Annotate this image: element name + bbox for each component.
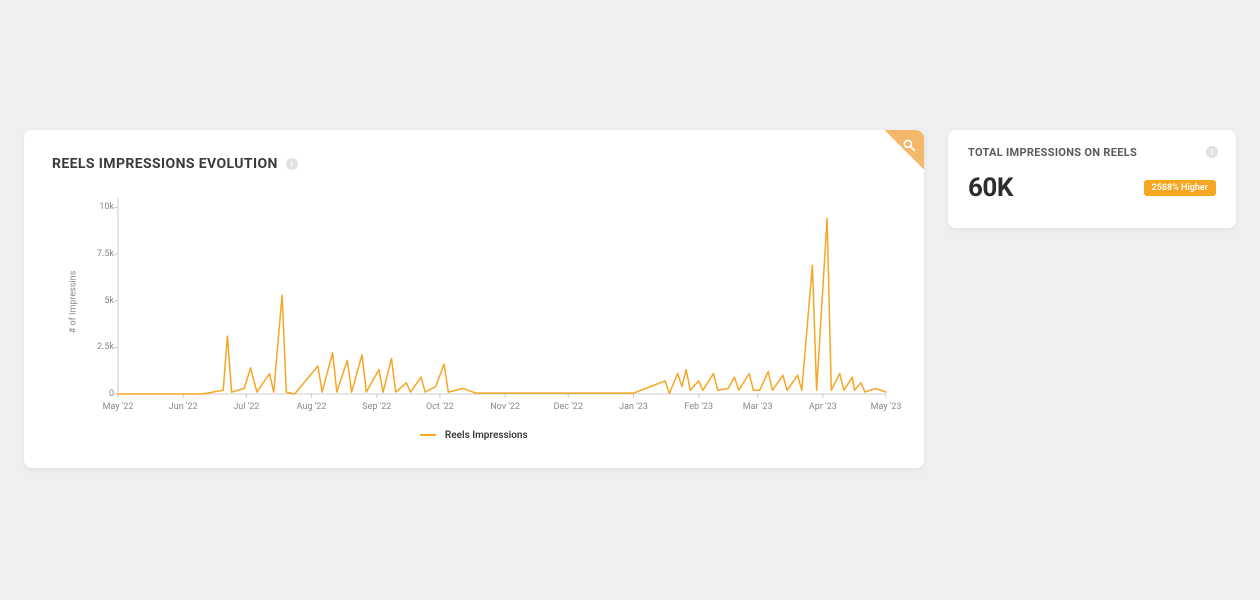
search-icon <box>902 138 916 152</box>
y-tick-label: 2.5k <box>97 342 114 352</box>
kpi-row: 60K 2588% Higher <box>968 173 1216 203</box>
x-tick-label: Jul '22 <box>233 402 259 412</box>
kpi-card-title: TOTAL IMPRESSIONS ON REELS <box>968 146 1216 159</box>
x-tick-label: Jan '23 <box>619 402 648 412</box>
y-tick-label: 5k <box>104 296 114 306</box>
x-tick-label: May '22 <box>103 402 134 412</box>
chart-card-title-row: REELS IMPRESSIONS EVOLUTION i <box>52 156 896 172</box>
chart-card-title: REELS IMPRESSIONS EVOLUTION <box>52 156 278 172</box>
x-tick-label: Feb '23 <box>684 402 713 412</box>
chart-legend: Reels Impressions <box>52 430 896 441</box>
kpi-value: 60K <box>968 173 1013 203</box>
legend-label: Reels Impressions <box>445 430 528 441</box>
x-tick-label: Jun '22 <box>169 402 198 412</box>
x-tick-label: Apr '23 <box>809 402 837 412</box>
x-tick-label: May '23 <box>871 402 902 412</box>
info-icon[interactable]: i <box>286 158 298 170</box>
x-tick-label: Oct '22 <box>426 402 454 412</box>
x-tick-label: Mar '23 <box>743 402 773 412</box>
legend-swatch <box>420 434 436 436</box>
x-tick-label: Aug '22 <box>297 402 327 412</box>
line-chart-svg <box>52 184 896 424</box>
x-tick-label: Nov '22 <box>490 402 520 412</box>
info-icon[interactable]: i <box>1206 146 1218 158</box>
reels-impressions-evolution-card: REELS IMPRESSIONS EVOLUTION i # of Impre… <box>24 130 924 468</box>
total-impressions-kpi-card: TOTAL IMPRESSIONS ON REELS i 60K 2588% H… <box>948 130 1236 228</box>
y-tick-label: 0 <box>109 389 114 399</box>
y-tick-label: 7.5k <box>97 249 114 259</box>
y-tick-label: 10k <box>99 202 114 212</box>
chart-area: # of Impressins 02.5k5k7.5k10kMay '22Jun… <box>52 184 896 424</box>
card-expand-tag[interactable] <box>874 130 924 180</box>
x-tick-label: Sep '22 <box>362 402 391 412</box>
kpi-delta-badge: 2588% Higher <box>1144 180 1216 196</box>
dashboard-page: REELS IMPRESSIONS EVOLUTION i # of Impre… <box>0 0 1260 492</box>
x-tick-label: Dec '22 <box>554 402 583 412</box>
